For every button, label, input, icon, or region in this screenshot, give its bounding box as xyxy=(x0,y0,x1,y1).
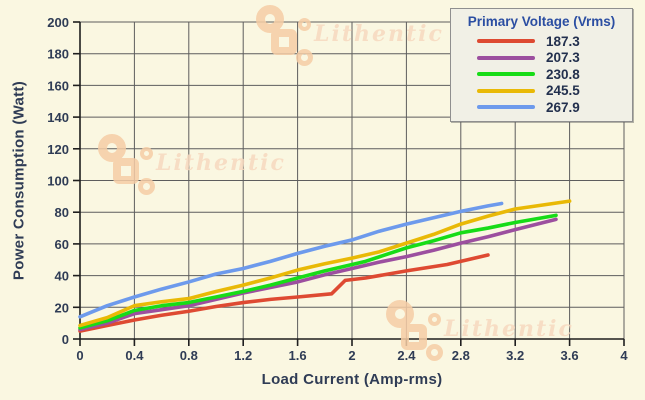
legend-line-swatch xyxy=(477,39,535,44)
y-tick-label: 160 xyxy=(47,78,69,93)
series-line-230.8 xyxy=(78,213,558,330)
y-tick-label: 80 xyxy=(55,205,69,220)
legend-row: 207.3 xyxy=(451,50,632,67)
x-tick-label: 3.2 xyxy=(506,348,524,363)
legend-value: 187.3 xyxy=(546,33,580,49)
series-line-245.5 xyxy=(78,199,572,328)
legend-value: 207.3 xyxy=(546,50,580,66)
y-tick-label: 0 xyxy=(62,332,69,347)
legend-line-swatch xyxy=(477,105,535,110)
y-tick-label: 60 xyxy=(55,237,69,252)
x-tick-label: 2 xyxy=(348,348,355,363)
legend-row: 187.3 xyxy=(451,33,632,50)
legend-value: 245.5 xyxy=(546,83,580,99)
legend-row: 230.8 xyxy=(451,66,632,83)
series-line-267.9 xyxy=(78,201,504,319)
legend-row: 245.5 xyxy=(451,83,632,100)
series-line-187.3 xyxy=(78,253,490,333)
legend: Primary Voltage (Vrms) 187.3 207.3 230.8 24… xyxy=(450,8,633,122)
legend-value: 267.9 xyxy=(546,99,580,115)
legend-line-swatch xyxy=(477,55,535,60)
x-tick-label: 0.8 xyxy=(180,348,198,363)
series-line-207.3 xyxy=(78,217,558,332)
x-tick-label: 1.2 xyxy=(234,348,252,363)
x-tick-label: 1.6 xyxy=(289,348,307,363)
legend-line-swatch xyxy=(477,88,535,93)
x-tick-label: 2.4 xyxy=(397,348,416,363)
x-tick-label: 2.8 xyxy=(452,348,470,363)
x-tick-label: 0.4 xyxy=(125,348,144,363)
y-tick-label: 120 xyxy=(47,142,69,157)
legend-row: 267.9 xyxy=(451,99,632,116)
y-tick-label: 40 xyxy=(55,269,69,284)
x-tick-label: 3.6 xyxy=(561,348,579,363)
y-tick-label: 200 xyxy=(47,15,69,30)
y-tick-label: 100 xyxy=(47,174,69,189)
y-tick-label: 180 xyxy=(47,47,69,62)
y-tick-label: 20 xyxy=(55,300,69,315)
x-tick-label: 0 xyxy=(76,348,83,363)
legend-items: 187.3 207.3 230.8 245.5 267.9 xyxy=(451,33,632,116)
legend-line-swatch xyxy=(477,72,535,77)
y-tick-label: 140 xyxy=(47,110,69,125)
legend-title: Primary Voltage (Vrms) xyxy=(467,14,616,29)
x-axis-title: Load Current (Amp-rms) xyxy=(261,371,443,388)
y-axis-title: Power Consumption (Watt) xyxy=(10,80,28,281)
x-tick-label: 4 xyxy=(620,348,628,363)
legend-value: 230.8 xyxy=(546,66,580,82)
